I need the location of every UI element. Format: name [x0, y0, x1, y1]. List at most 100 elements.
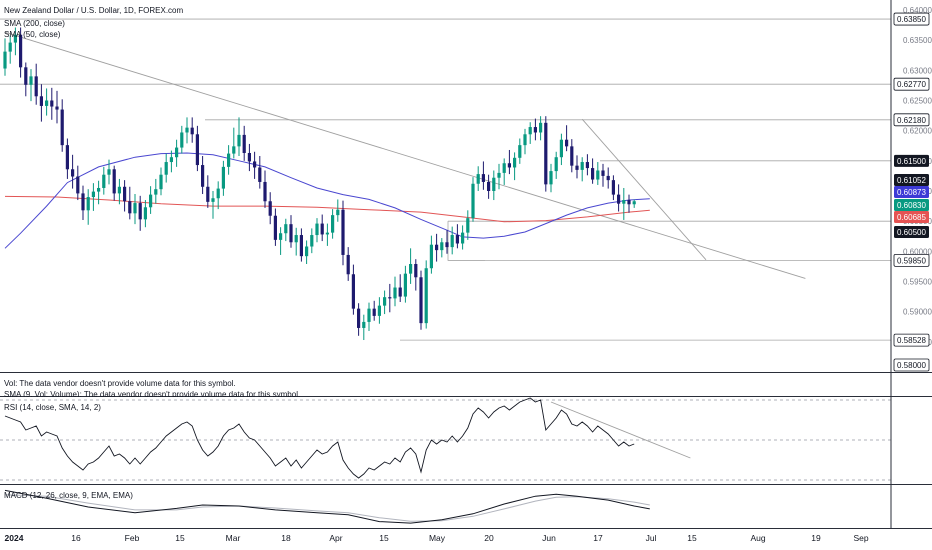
- sma200-line[interactable]: [4, 195, 650, 223]
- candle-body[interactable]: [76, 176, 80, 194]
- candle-body[interactable]: [102, 174, 106, 188]
- descending-trendline-short[interactable]: [581, 118, 707, 261]
- candle-body[interactable]: [55, 106, 59, 110]
- level-tag-box[interactable]: [893, 358, 930, 372]
- rsi-trendline[interactable]: [550, 401, 691, 459]
- candle-body[interactable]: [107, 169, 111, 175]
- candle-body[interactable]: [242, 134, 246, 153]
- price-pane[interactable]: [0, 18, 891, 341]
- candle-body[interactable]: [34, 76, 38, 97]
- range-box[interactable]: [447, 221, 485, 261]
- candle-body[interactable]: [398, 287, 402, 297]
- candle-body[interactable]: [461, 232, 465, 244]
- candle-body[interactable]: [570, 146, 574, 166]
- candle-body[interactable]: [559, 139, 563, 158]
- level-tag-box[interactable]: [894, 154, 929, 167]
- candle-body[interactable]: [450, 235, 454, 248]
- candle-body[interactable]: [611, 180, 615, 195]
- rsi-pane[interactable]: 60.0044.35: [0, 397, 930, 481]
- candle-body[interactable]: [159, 174, 163, 190]
- candle-body[interactable]: [487, 181, 491, 191]
- candle-body[interactable]: [502, 163, 506, 173]
- candle-body[interactable]: [320, 223, 324, 235]
- candle-body[interactable]: [518, 145, 522, 158]
- candle-body[interactable]: [45, 100, 49, 106]
- candle-body[interactable]: [258, 167, 262, 182]
- candle-body[interactable]: [195, 134, 199, 166]
- level-tag-box[interactable]: [893, 12, 930, 26]
- candle-body[interactable]: [211, 198, 215, 202]
- candle-body[interactable]: [351, 274, 355, 309]
- price-tag-dark[interactable]: 0.61052: [897, 176, 926, 185]
- candle-body[interactable]: [528, 127, 532, 135]
- sma50-line[interactable]: [4, 152, 650, 249]
- candle-body[interactable]: [357, 308, 361, 328]
- candle-body[interactable]: [247, 152, 251, 162]
- candle-body[interactable]: [549, 171, 553, 185]
- candle-body[interactable]: [97, 187, 101, 192]
- candle-body[interactable]: [554, 157, 558, 172]
- candle-body[interactable]: [65, 145, 69, 170]
- candle-body[interactable]: [279, 233, 283, 240]
- candle-body[interactable]: [201, 165, 205, 187]
- candle-body[interactable]: [206, 186, 210, 202]
- candle-body[interactable]: [575, 165, 579, 170]
- level-tag-box[interactable]: [893, 77, 930, 91]
- candle-body[interactable]: [284, 224, 288, 234]
- level-tag[interactable]: 0.58000: [897, 361, 926, 370]
- candle-body[interactable]: [71, 169, 75, 177]
- candle-body[interactable]: [315, 223, 319, 236]
- candle-body[interactable]: [216, 188, 220, 199]
- candle-body[interactable]: [414, 264, 418, 278]
- candle-body[interactable]: [154, 189, 158, 195]
- candle-body[interactable]: [403, 273, 407, 297]
- candle-body[interactable]: [341, 209, 345, 255]
- level-tag[interactable]: 0.62180: [897, 116, 926, 125]
- candle-body[interactable]: [455, 235, 459, 244]
- candle-body[interactable]: [169, 157, 173, 163]
- price-tag-blue-box[interactable]: [894, 186, 929, 198]
- level-tag[interactable]: 0.59850: [897, 256, 926, 265]
- candle-body[interactable]: [632, 201, 636, 205]
- candle-body[interactable]: [29, 76, 33, 85]
- candle-body[interactable]: [8, 42, 12, 52]
- candle-body[interactable]: [591, 168, 595, 180]
- candle-body[interactable]: [294, 235, 298, 243]
- candle-body[interactable]: [81, 193, 85, 211]
- candle-body[interactable]: [60, 109, 64, 146]
- candle-body[interactable]: [346, 254, 350, 275]
- candle-body[interactable]: [372, 308, 376, 316]
- candle-body[interactable]: [471, 183, 475, 219]
- candle-body[interactable]: [133, 203, 137, 214]
- candle-body[interactable]: [585, 162, 589, 169]
- sma200-legend[interactable]: SMA (200, close): [4, 19, 65, 28]
- macd-legend[interactable]: MACD (12, 26, close, 9, EMA, EMA): [4, 491, 133, 500]
- candle-body[interactable]: [336, 209, 340, 216]
- candle-body[interactable]: [445, 242, 449, 248]
- price-tag-dark-box[interactable]: [894, 226, 929, 238]
- candle-body[interactable]: [91, 191, 95, 198]
- price-tag-green-box[interactable]: [894, 199, 929, 211]
- candle-body[interactable]: [627, 200, 631, 205]
- volume-sma-legend[interactable]: SMA (9, Vol: Volume): The data vendor do…: [4, 390, 301, 397]
- descending-trendline-long[interactable]: [4, 31, 806, 279]
- candle-body[interactable]: [409, 264, 413, 274]
- level-tag-box[interactable]: [893, 333, 930, 347]
- candle-body[interactable]: [3, 51, 7, 69]
- candle-body[interactable]: [289, 224, 293, 243]
- candle-body[interactable]: [237, 134, 241, 147]
- candle-body[interactable]: [497, 172, 501, 178]
- candle-body[interactable]: [310, 235, 314, 247]
- candle-body[interactable]: [383, 297, 387, 306]
- candle-body[interactable]: [539, 122, 543, 133]
- candle-body[interactable]: [429, 244, 433, 269]
- candle-body[interactable]: [507, 163, 511, 168]
- level-tag[interactable]: 0.63850: [897, 15, 926, 24]
- candle-body[interactable]: [419, 277, 423, 324]
- candle-body[interactable]: [164, 162, 168, 175]
- macd-line[interactable]: [4, 489, 650, 524]
- candle-body[interactable]: [331, 215, 335, 233]
- candle-body[interactable]: [39, 96, 43, 106]
